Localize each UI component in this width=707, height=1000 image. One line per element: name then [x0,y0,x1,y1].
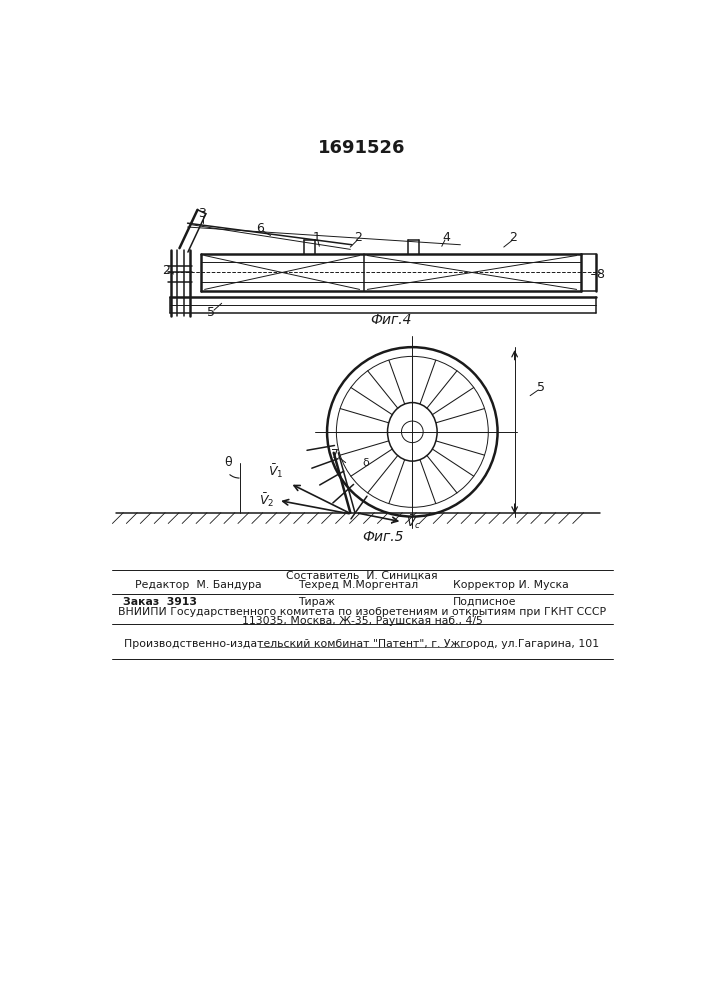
Text: Техред М.Моргентал: Техред М.Моргентал [298,580,418,590]
Text: 2: 2 [354,231,362,244]
Text: Редактор  М. Бандура: Редактор М. Бандура [135,580,262,590]
Text: θ: θ [224,456,232,469]
Text: 2: 2 [509,231,517,244]
Text: Составитель  И. Синицкая: Составитель И. Синицкая [286,571,438,581]
Text: 5: 5 [537,381,545,394]
Text: δ: δ [363,458,369,468]
Text: 4: 4 [443,231,450,244]
Text: 113035, Москва, Ж-35, Раушская наб., 4/5: 113035, Москва, Ж-35, Раушская наб., 4/5 [242,615,482,626]
Text: Фиг.4: Фиг.4 [370,313,411,327]
Text: 2: 2 [162,264,170,277]
Text: 8: 8 [596,267,604,280]
Text: $\bar{V}_c$: $\bar{V}_c$ [406,513,421,531]
Text: 5: 5 [207,306,215,319]
Text: Фиг.5: Фиг.5 [362,530,404,544]
Text: $\bar{V}_2$: $\bar{V}_2$ [259,492,274,509]
Text: ВНИИПИ Государственного комитета по изобретениям и открытиям при ГКНТ СССР: ВНИИПИ Государственного комитета по изоб… [118,607,606,617]
Text: Тираж: Тираж [298,597,334,607]
Text: 3: 3 [199,207,206,220]
Text: 6: 6 [257,222,264,235]
Text: $\bar{V}_1$: $\bar{V}_1$ [268,462,284,480]
Text: Заказ  3913: Заказ 3913 [123,597,197,607]
Text: Производственно-издательский комбинат "Патент", г. Ужгород, ул.Гагарина, 101: Производственно-издательский комбинат "П… [124,639,600,649]
Text: 7: 7 [331,448,339,461]
Text: 1: 1 [313,231,321,244]
Text: Корректор И. Муска: Корректор И. Муска [452,580,568,590]
Text: Подписное: Подписное [452,597,516,607]
Text: 1691526: 1691526 [318,139,406,157]
